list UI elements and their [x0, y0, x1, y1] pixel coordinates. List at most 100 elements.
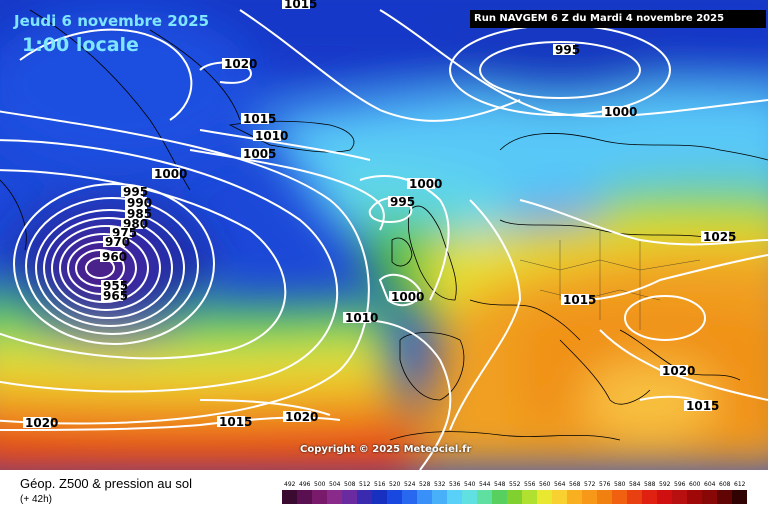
scale-tick-label: 536 — [449, 481, 461, 488]
scale-swatch — [642, 490, 657, 504]
scale-swatch — [567, 490, 582, 504]
isobar-label: 1015 — [217, 415, 252, 429]
scale-tick-label: 588 — [644, 481, 656, 488]
isobar-label: 1020 — [660, 364, 695, 378]
scale-tick-label: 568 — [569, 481, 581, 488]
isobar-label: 955 — [101, 279, 128, 293]
isobar-labels: 1015 1020 995 1000 1015 1010 1005 1000 9… — [23, 0, 736, 430]
scale-swatch — [582, 490, 597, 504]
scale-swatch — [342, 490, 357, 504]
model-run-banner: Run NAVGEM 6 Z du Mardi 4 novembre 2025 — [470, 10, 766, 28]
isobars — [0, 9, 768, 470]
svg-text:1020: 1020 — [224, 57, 257, 71]
isobar-label: 1020 — [222, 57, 257, 71]
scale-swatch — [432, 490, 447, 504]
svg-text:995: 995 — [555, 43, 580, 57]
scale-tick-label: 492 — [284, 481, 296, 488]
isobar-label: 1000 — [152, 167, 187, 181]
scale-tick-label: 504 — [329, 481, 341, 488]
isobar-label: 1020 — [283, 410, 318, 424]
svg-text:1015: 1015 — [686, 399, 719, 413]
scale-tick-label: 520 — [389, 481, 401, 488]
isobar-label: 960 — [100, 250, 127, 264]
isobar-label: 985 — [125, 207, 152, 221]
scale-tick-label: 496 — [299, 481, 311, 488]
svg-text:1010: 1010 — [255, 129, 288, 143]
isobar-label: 1000 — [407, 177, 442, 191]
scale-tick-label: 576 — [599, 481, 611, 488]
isobar-label: 995 — [553, 43, 580, 57]
isobar-label: 965 — [101, 289, 128, 303]
svg-text:1000: 1000 — [154, 167, 187, 181]
isobar-label: 995 — [121, 185, 148, 199]
scale-tick-label: 532 — [434, 481, 446, 488]
isobar-label: 1015 — [282, 0, 317, 11]
scale-tick-label: 580 — [614, 481, 626, 488]
svg-text:970: 970 — [105, 235, 130, 249]
scale-tick-label: 528 — [419, 481, 431, 488]
isobar-label: 1000 — [389, 290, 424, 304]
scale-swatch — [507, 490, 522, 504]
svg-text:1015: 1015 — [243, 112, 276, 126]
svg-text:1015: 1015 — [284, 0, 317, 11]
svg-text:1010: 1010 — [345, 311, 378, 325]
scale-swatch — [357, 490, 372, 504]
scale-swatch — [732, 490, 747, 504]
scale-tick-label: 584 — [629, 481, 641, 488]
scale-tick-label: 516 — [374, 481, 386, 488]
isobar-label: 1015 — [561, 293, 596, 307]
scale-tick-label: 512 — [359, 481, 371, 488]
copyright-notice: Copyright © 2025 Meteociel.fr — [300, 444, 472, 455]
scale-swatch — [372, 490, 387, 504]
svg-text:990: 990 — [127, 196, 152, 210]
scale-tick-label: 612 — [734, 481, 746, 488]
svg-text:1015: 1015 — [219, 415, 252, 429]
scale-swatch — [522, 490, 537, 504]
svg-text:995: 995 — [123, 185, 148, 199]
isobar-label: 1025 — [701, 230, 736, 244]
forecast-date: Jeudi 6 novembre 2025 — [14, 12, 210, 30]
scale-swatch — [537, 490, 552, 504]
isobar-label: 1010 — [253, 129, 288, 143]
isobar-label: 995 — [388, 195, 415, 209]
svg-text:1020: 1020 — [285, 410, 318, 424]
svg-text:1020: 1020 — [25, 416, 58, 430]
scale-swatch — [597, 490, 612, 504]
scale-swatch — [657, 490, 672, 504]
lead-time: (+ 42h) — [20, 494, 52, 505]
svg-text:995: 995 — [390, 195, 415, 209]
borders — [519, 230, 701, 330]
svg-text:1000: 1000 — [409, 177, 442, 191]
scale-swatch — [282, 490, 297, 504]
scale-tick-label: 564 — [554, 481, 566, 488]
svg-text:1015: 1015 — [563, 293, 596, 307]
color-scale-legend: 492 496 500 504 508 512 516 520 524 528 532 536 540 5… — [282, 481, 747, 504]
isobar-label: 1015 — [241, 112, 276, 126]
isobar-label: 1005 — [241, 147, 276, 161]
svg-text:960: 960 — [102, 250, 127, 264]
isobar-label: 1000 — [602, 105, 637, 119]
isobar-label: 1010 — [343, 311, 378, 325]
scale-tick-label: 556 — [524, 481, 536, 488]
svg-text:985: 985 — [127, 207, 152, 221]
scale-swatch — [297, 490, 312, 504]
isobar-label: 1015 — [684, 399, 719, 413]
svg-text:1020: 1020 — [662, 364, 695, 378]
scale-swatch — [702, 490, 717, 504]
svg-text:1000: 1000 — [604, 105, 637, 119]
weather-map: 1015 1020 995 1000 1015 1010 1005 1000 9… — [0, 0, 768, 470]
scale-swatch — [672, 490, 687, 504]
scale-tick-label: 592 — [659, 481, 671, 488]
scale-swatch — [687, 490, 702, 504]
scale-swatch — [417, 490, 432, 504]
scale-tick-label: 552 — [509, 481, 521, 488]
isobar-label: 990 — [125, 196, 152, 210]
scale-tick-label: 608 — [719, 481, 731, 488]
scale-swatch — [492, 490, 507, 504]
svg-text:955: 955 — [103, 279, 128, 293]
scale-tick-label: 500 — [314, 481, 326, 488]
scale-tick-label: 544 — [479, 481, 491, 488]
svg-text:1025: 1025 — [703, 230, 736, 244]
svg-text:965: 965 — [103, 289, 128, 303]
